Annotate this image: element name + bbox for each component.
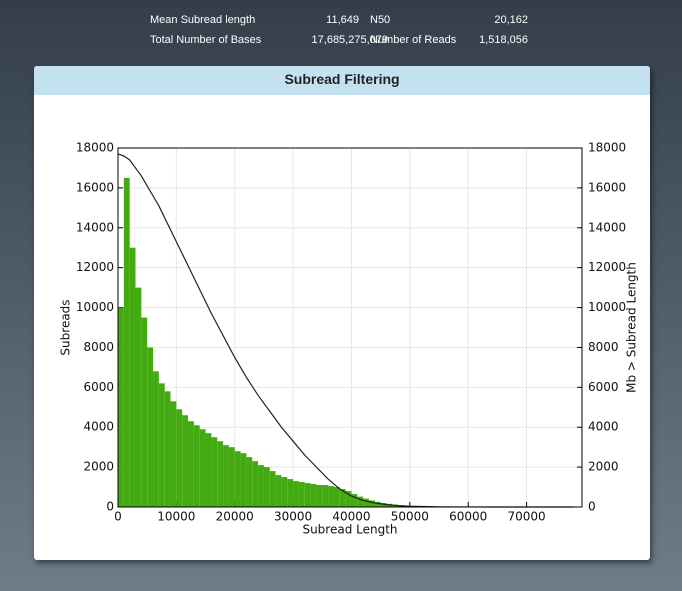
bar [228,447,235,507]
bar [170,401,177,507]
bar [205,433,212,507]
y2-tick-label: 10000 [588,300,626,314]
bar [380,503,387,507]
x-tick-label: 10000 [157,510,195,524]
bar [328,486,334,507]
bar [275,475,282,507]
panel: Subread Filtering 0 2000 4000 6000 8000 10000… [34,66,650,560]
bar [304,483,311,507]
bar [129,247,136,507]
y2-tick-label: 18000 [588,141,626,155]
stat-label: Number of Reads [370,34,457,46]
bar [357,496,364,507]
bar [333,487,340,507]
stat-label: Mean Subread length [150,14,256,26]
bar [246,457,253,507]
y-tick-label: 8000 [83,340,114,354]
y-tick-label: 2000 [83,460,114,474]
bar [135,287,142,507]
y2-tick-label: 16000 [588,180,626,194]
x-tick-label: 70000 [507,510,545,524]
bar [298,482,305,507]
y2-tick-label: 12000 [588,260,626,274]
y-tick-label: 16000 [76,180,114,194]
bar [147,347,154,507]
bar [293,481,299,507]
x-tick-label: 0 [114,510,122,524]
bar [217,441,224,507]
bar [153,371,159,507]
y-tick-label: 10000 [76,300,114,314]
y2-tick-label: 8000 [588,340,619,354]
bar [363,498,369,507]
bar [322,485,329,507]
bar [368,500,375,507]
bar [287,479,294,507]
bar [158,383,165,507]
y-tick-label: 0 [106,500,114,514]
bar [234,451,241,507]
panel-title: Subread Filtering [34,66,650,95]
bar [211,437,218,507]
y2-axis-label: Mb > Subread Length [625,262,639,393]
line [117,153,574,508]
stat-value: 1,518,056 [479,34,528,46]
y-tick-label: 14000 [76,220,114,234]
y2-tick-label: 4000 [588,420,619,434]
bar [263,467,270,507]
bar [193,425,200,507]
bar [339,489,346,507]
y-axis-label: Subreads [59,299,73,355]
y-tick-label: 12000 [76,260,114,274]
bar [199,429,206,507]
bar [240,453,247,507]
bar [310,484,317,507]
stat-value: 20,162 [494,14,528,26]
y-tick-label: 18000 [76,141,114,155]
y2-tick-label: 2000 [588,460,619,474]
x-tick-label: 30000 [274,510,312,524]
stat-value: 11,649 [326,14,359,26]
bar [281,477,288,507]
y2-tick-label: 0 [588,500,596,514]
y-tick-label: 6000 [83,380,114,394]
bar [316,485,323,507]
bar [351,494,358,507]
bar [141,317,148,507]
bar [123,177,130,507]
plot-frame [117,147,583,508]
x-tick-label: 40000 [332,510,370,524]
bar [252,461,259,507]
bar [176,409,183,507]
chart: 0 2000 4000 6000 8000 10000 12000 14000 16000 180… [59,141,639,537]
bar [258,465,264,507]
bar [223,445,229,507]
y-tick-label: 4000 [83,420,114,434]
stat-value: 17,685,275,079 [311,34,388,46]
x-tick-label: 20000 [216,510,254,524]
bar [188,421,194,507]
bar [374,501,381,507]
bar [182,415,189,507]
bar [164,391,171,507]
x-tick-label: 60000 [449,510,487,524]
bar [345,491,352,507]
y2-tick-label: 14000 [588,220,626,234]
x-axis-label: Subread Length [302,523,397,537]
x-tick-label: 50000 [391,510,429,524]
stat-label: N50 [370,14,391,26]
stat-label: Total Number of Bases [150,34,262,46]
bar [269,471,276,507]
y2-tick-label: 6000 [588,380,619,394]
bar [118,307,124,507]
